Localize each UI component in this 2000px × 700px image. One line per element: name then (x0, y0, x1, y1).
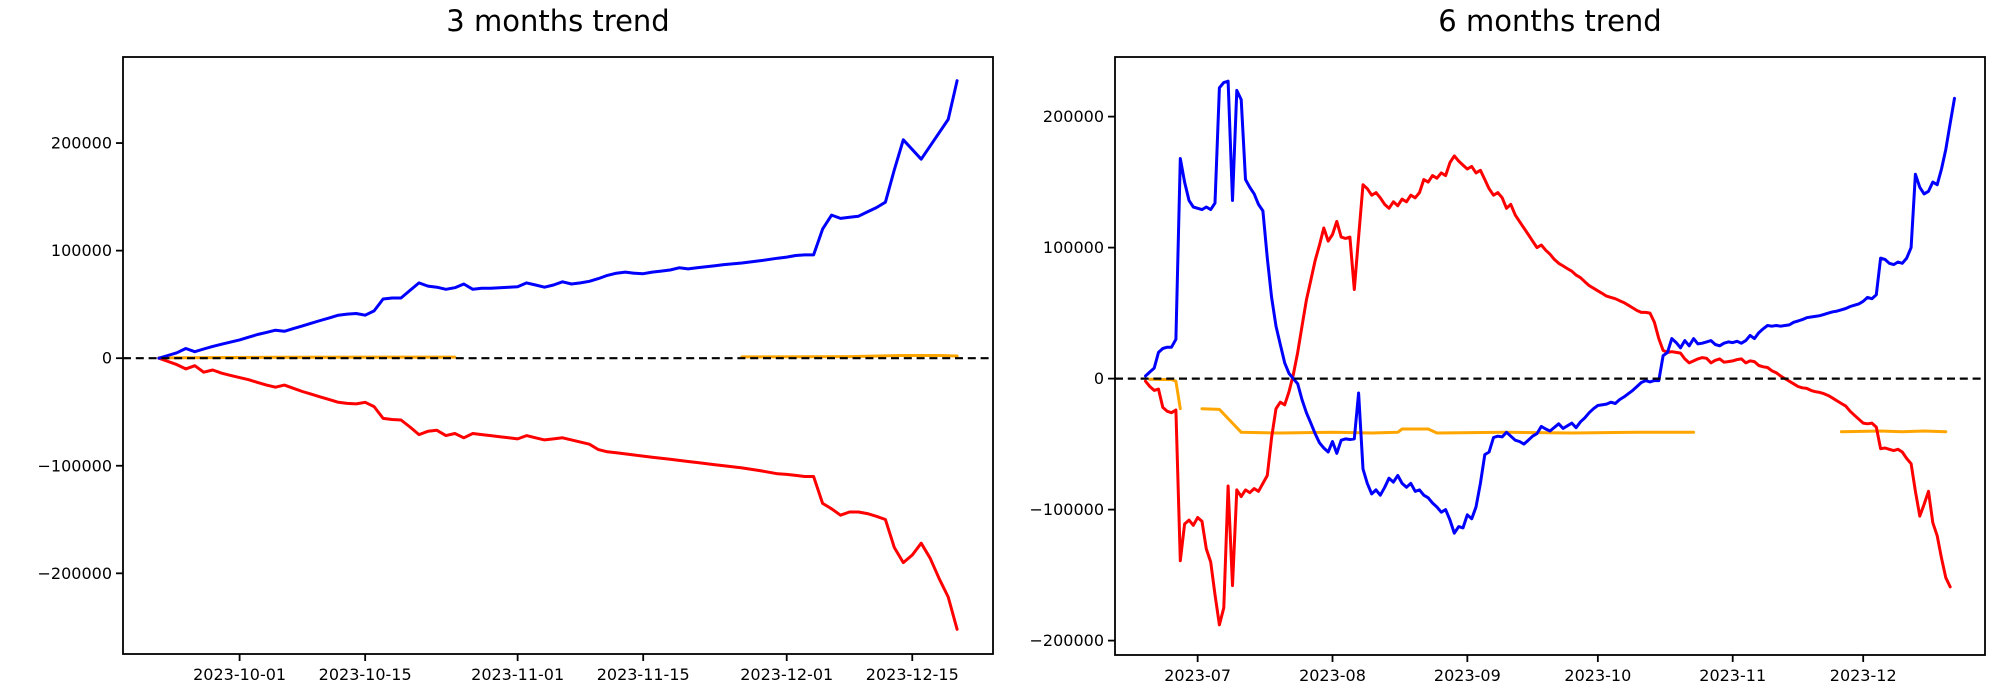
chart-title-6-months: 6 months trend (1438, 4, 1662, 38)
y-tick-label: 200000 (51, 134, 112, 153)
x-tick-label: 2023-12-15 (866, 665, 959, 684)
orange-series (1148, 377, 1182, 411)
y-tick-label: −200000 (38, 564, 112, 583)
axes-spines (1114, 56, 1986, 656)
orange-series (1200, 407, 1696, 435)
x-tick-label: 2023-11-15 (597, 665, 690, 684)
red-series (157, 356, 959, 631)
y-tick-label: −100000 (38, 456, 112, 475)
x-tick-label: 2023-11-01 (471, 665, 564, 684)
y-tick-label: 100000 (1043, 238, 1104, 257)
y-tick-label: 0 (1094, 369, 1104, 388)
y-tick-label: 0 (102, 349, 112, 368)
x-tick-label: 2023-09 (1434, 666, 1501, 685)
x-tick-label: 2023-12 (1830, 666, 1897, 685)
x-tick-label: 2023-07 (1164, 666, 1231, 685)
y-tick-label: −100000 (1030, 500, 1104, 519)
y-tick-label: 100000 (51, 241, 112, 260)
x-tick-label: 2023-12-01 (740, 665, 833, 684)
orange-series (1839, 429, 1948, 434)
blue-series (157, 79, 959, 360)
blue-series (1144, 79, 1956, 535)
axes-spines (122, 56, 994, 655)
y-tick-label: −200000 (1030, 631, 1104, 650)
x-tick-label: 2023-11 (1699, 666, 1766, 685)
x-tick-label: 2023-08 (1299, 666, 1366, 685)
chart-title-3-months: 3 months trend (446, 4, 670, 38)
x-tick-label: 2023-10 (1564, 666, 1631, 685)
red-series (1144, 154, 1952, 627)
orange-series (740, 354, 959, 359)
y-tick-label: 200000 (1043, 107, 1104, 126)
x-tick-label: 2023-10-15 (319, 665, 412, 684)
x-tick-label: 2023-10-01 (193, 665, 286, 684)
chart-6-months-trend: 200000 100000 0 −100000 −200000 2023-07 2023-0… (1030, 56, 1986, 685)
chart-3-months-trend: 200000 100000 0 −100000 −200000 2023-10-01 202… (38, 56, 994, 684)
